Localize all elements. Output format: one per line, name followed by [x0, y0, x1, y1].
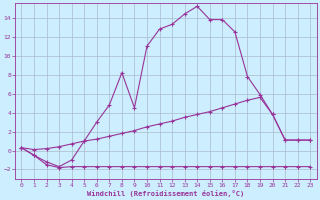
X-axis label: Windchill (Refroidissement éolien,°C): Windchill (Refroidissement éolien,°C)	[87, 190, 244, 197]
